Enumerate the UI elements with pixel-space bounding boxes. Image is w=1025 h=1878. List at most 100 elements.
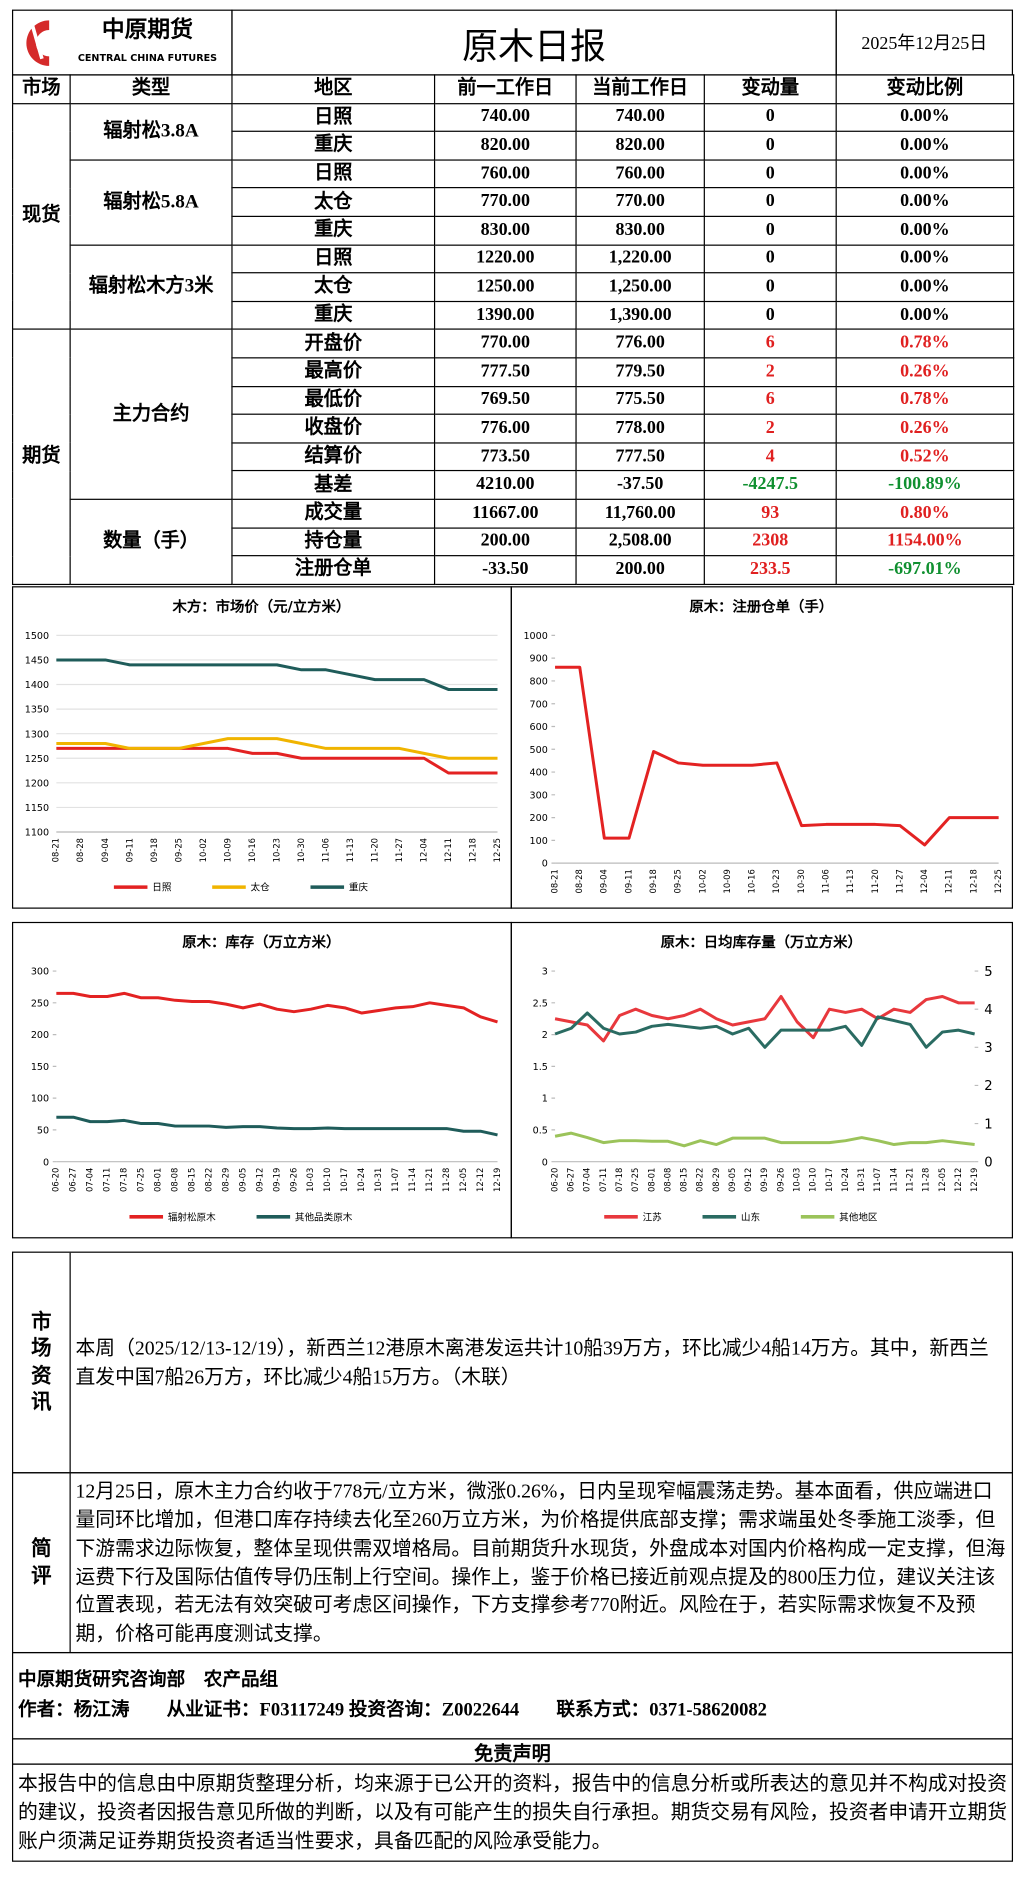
table-row: 重庆 830.00 830.00 0 0.00%	[13, 215, 1015, 246]
x-tick-label: 12-11	[944, 869, 954, 893]
y2-tick-label: 3	[984, 1041, 992, 1056]
value-cell: 770.00	[433, 187, 577, 217]
x-tick-label: 07-04	[85, 1168, 95, 1192]
data-table: 市场 类型 地区 前一工作日 当前工作日 变动量 变动比例 现货 辐射松3.8A 日照 740.0…	[11, 74, 1015, 585]
y-tick-label: 1	[542, 1094, 548, 1105]
series-line	[56, 991, 498, 1024]
value-cell: 0.00%	[835, 159, 1015, 189]
chart-title: 原木：库存（万立方米）	[182, 933, 340, 951]
table-row: 最高价 777.50 779.50 2 0.26%	[13, 357, 1015, 387]
type-cell: 辐射松3.8A	[69, 102, 233, 161]
x-tick-label: 09-05	[237, 1168, 247, 1192]
column-header: 当前工作日	[575, 74, 705, 104]
column-header: 变动比例	[835, 74, 1015, 104]
x-tick-label: 09-19	[759, 1168, 769, 1192]
value-cell: 820.00	[433, 130, 577, 161]
y-tick-label: 100	[530, 836, 548, 847]
logo-cn: 中原期货	[102, 16, 193, 42]
type-cell: 辐射松5.8A	[69, 159, 233, 246]
value-cell: -37.50	[575, 470, 705, 500]
x-tick-label: 10-17	[339, 1168, 349, 1192]
disclaimer-title: 免责声明	[11, 1738, 1014, 1765]
value-cell: 830.00	[433, 215, 577, 246]
value-cell: 830.00	[575, 215, 705, 246]
market-cell: 期货	[11, 328, 71, 585]
section-label: 简评	[13, 1473, 71, 1652]
value-cell: 773.50	[433, 442, 577, 472]
y-tick-label: 1150	[25, 803, 49, 814]
x-tick-label: 09-18	[149, 838, 159, 862]
x-tick-label: 11-13	[845, 869, 855, 893]
y-tick-label: 0.5	[533, 1125, 548, 1136]
x-tick-label: 12-12	[475, 1168, 485, 1192]
value-cell: 2	[703, 413, 837, 444]
table-row: 辐射松木方3米 日照 1220.00 1,220.00 0 0.00%	[13, 244, 1015, 331]
chart-panel: 原木：注册仓单（手） 0 100 200 300 400 500 600 700 800 900 10…	[510, 586, 1014, 909]
x-tick-label: 11-06	[320, 838, 330, 862]
x-tick-label: 08-01	[153, 1168, 163, 1192]
section: 简评 12月25日，原木主力合约收于778元/立方米，微涨0.26%，日内呈现窄幅…	[11, 1472, 1014, 1654]
value-cell: 776.00	[575, 328, 705, 359]
x-tick-label: 07-11	[598, 1168, 608, 1192]
x-tick-label: 08-15	[186, 1168, 196, 1192]
value-cell: 11,760.00	[575, 498, 705, 529]
x-tick-label: 11-20	[369, 838, 379, 862]
section: 市场资讯 本周（2025/12/13-12/19），新西兰12港原木离港发运共计1…	[11, 1251, 1014, 1474]
value-cell: 0.26%	[835, 413, 1015, 444]
x-tick-label: 08-22	[695, 1168, 705, 1192]
x-tick-label: 11-28	[441, 1168, 451, 1192]
value-cell: -697.01%	[835, 555, 1015, 585]
x-tick-label: 10-24	[840, 1168, 850, 1192]
value-cell: 0.78%	[835, 328, 1015, 359]
footer-line: 作者：杨江涛 从业证书：F03117249 投资咨询：Z0022644 联系方式…	[17, 1699, 767, 1720]
x-tick-label: 10-31	[856, 1168, 866, 1192]
x-tick-label: 12-19	[969, 1168, 979, 1192]
value-cell: 结算价	[231, 442, 436, 472]
y-tick-label: 800	[530, 677, 548, 688]
chart-title: 原木：注册仓单（手）	[689, 597, 833, 615]
x-tick-label: 09-18	[648, 869, 658, 893]
x-tick-label: 08-08	[170, 1168, 180, 1192]
x-tick-label: 12-18	[968, 869, 978, 893]
series-line	[554, 994, 975, 1043]
x-tick-label: 06-27	[68, 1168, 78, 1192]
value-cell: 93	[703, 498, 837, 529]
x-tick-label: 09-12	[254, 1168, 264, 1192]
x-tick-label: 11-07	[390, 1168, 400, 1192]
y-tick-label: 600	[530, 722, 548, 733]
footer-line: 中原期货研究咨询部 农产品组	[17, 1669, 279, 1690]
x-tick-label: 12-11	[443, 838, 453, 862]
value-cell: 太仓	[231, 272, 436, 302]
y-tick-label: 1400	[25, 680, 49, 691]
x-tick-label: 08-21	[51, 838, 61, 862]
y-tick-label: 1300	[25, 729, 49, 740]
chart: 原木：库存（万立方米） 0 50 100 150 200 250 300 06-20 06-27 0…	[31, 933, 502, 1223]
x-tick-label: 12-25	[993, 869, 1003, 893]
table-row: 太仓 1250.00 1,250.00 0 0.00%	[13, 272, 1015, 302]
x-tick-label: 09-26	[288, 1168, 298, 1192]
y-tick-label: 1.5	[533, 1062, 548, 1073]
y-tick-label: 200	[530, 813, 548, 824]
series-line	[56, 746, 498, 775]
section-text: 本周（2025/12/13-12/19），新西兰12港原木离港发运共计10船39…	[75, 1336, 989, 1388]
x-tick-label: 10-02	[198, 838, 208, 862]
y-tick-label: 1350	[25, 705, 49, 716]
legend-label: 太仓	[251, 882, 271, 894]
y-tick-label: 250	[31, 998, 49, 1009]
value-cell: 775.50	[575, 385, 705, 415]
value-cell: 日照	[231, 244, 436, 274]
value-cell: 1,220.00	[575, 244, 705, 274]
value-cell: 0	[703, 130, 837, 161]
value-cell: 770.00	[433, 328, 577, 359]
value-cell: 收盘价	[231, 413, 436, 444]
value-cell: 0	[703, 272, 837, 302]
value-cell: 740.00	[433, 102, 577, 133]
logo-en: CENTRAL CHINA FUTURES	[78, 53, 217, 64]
value-cell: 0.00%	[835, 272, 1015, 302]
type-cell: 主力合约	[69, 328, 233, 500]
value-cell: 1250.00	[433, 272, 577, 302]
chart-title: 原木：日均库存量（万立方米）	[661, 933, 862, 951]
value-cell: 0	[703, 187, 837, 217]
x-tick-label: 06-20	[51, 1168, 61, 1192]
